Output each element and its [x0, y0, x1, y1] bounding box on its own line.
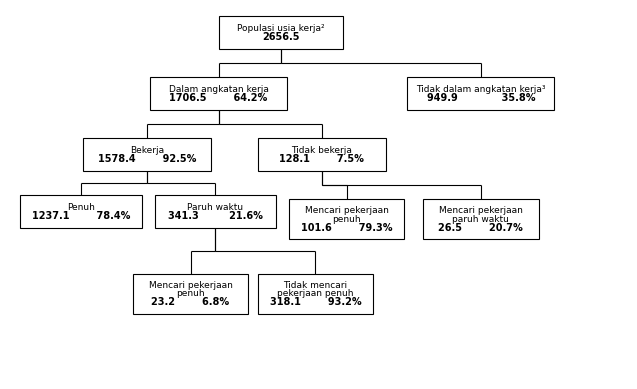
FancyBboxPatch shape [20, 195, 142, 228]
Text: Penuh: Penuh [68, 203, 95, 212]
Text: Tidak bekerja: Tidak bekerja [291, 146, 352, 155]
Text: 341.3         21.6%: 341.3 21.6% [168, 211, 263, 221]
Text: Populasi usia kerja²: Populasi usia kerja² [237, 24, 325, 33]
Text: 26.5        20.7%: 26.5 20.7% [438, 223, 523, 233]
FancyBboxPatch shape [257, 138, 385, 171]
Text: 1237.1        78.4%: 1237.1 78.4% [32, 211, 131, 221]
Text: 318.1        93.2%: 318.1 93.2% [269, 297, 361, 307]
Text: 2656.5: 2656.5 [262, 32, 300, 42]
FancyBboxPatch shape [150, 77, 287, 110]
FancyBboxPatch shape [423, 199, 538, 239]
Text: 1578.4        92.5%: 1578.4 92.5% [97, 154, 196, 164]
FancyBboxPatch shape [132, 273, 248, 314]
Text: Mencari pekerjaan: Mencari pekerjaan [304, 207, 389, 216]
Text: Mencari pekerjaan: Mencari pekerjaan [439, 207, 523, 216]
Text: 101.6        79.3%: 101.6 79.3% [301, 223, 392, 233]
Text: Bekerja: Bekerja [130, 146, 164, 155]
Text: pekerjaan penuh: pekerjaan penuh [277, 289, 354, 298]
Text: penuh: penuh [176, 289, 205, 298]
FancyBboxPatch shape [83, 138, 211, 171]
FancyBboxPatch shape [289, 199, 404, 239]
FancyBboxPatch shape [218, 16, 343, 49]
Text: 1706.5        64.2%: 1706.5 64.2% [169, 93, 268, 103]
Text: Paruh waktu: Paruh waktu [187, 203, 243, 212]
Text: 949.9             35.8%: 949.9 35.8% [427, 93, 535, 103]
Text: 23.2        6.8%: 23.2 6.8% [152, 297, 229, 307]
Text: paruh waktu: paruh waktu [452, 215, 509, 224]
Text: penuh: penuh [333, 215, 361, 224]
Text: Mencari pekerjaan: Mencari pekerjaan [148, 281, 233, 290]
Text: Dalam angkatan kerja: Dalam angkatan kerja [169, 85, 269, 94]
Text: Tidak dalam angkatan kerja³: Tidak dalam angkatan kerja³ [416, 85, 545, 94]
FancyBboxPatch shape [155, 195, 276, 228]
Text: 128.1        7.5%: 128.1 7.5% [279, 154, 364, 164]
Text: Tidak mencari: Tidak mencari [283, 281, 347, 290]
FancyBboxPatch shape [257, 273, 373, 314]
FancyBboxPatch shape [408, 77, 554, 110]
